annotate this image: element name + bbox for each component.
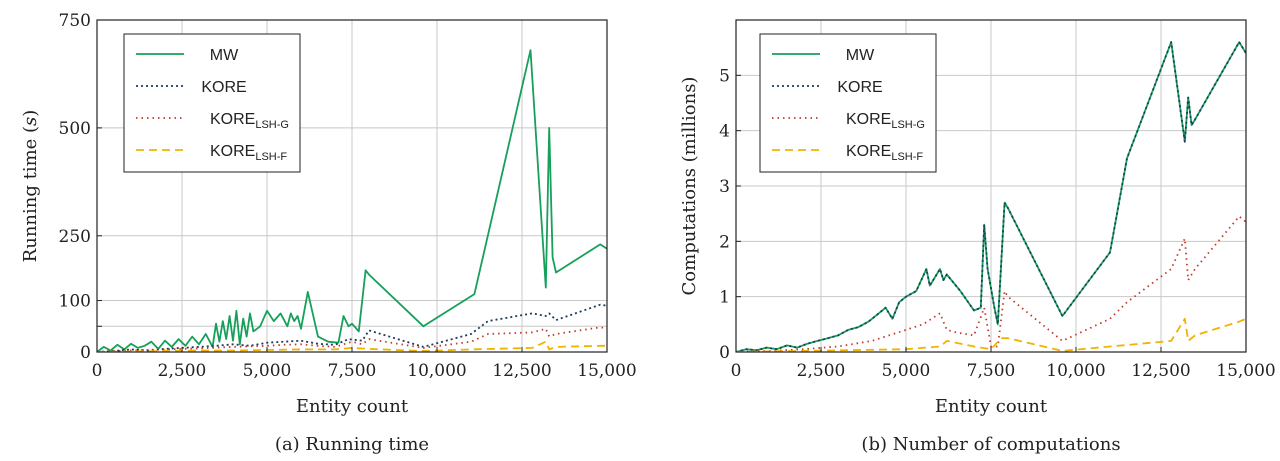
y-tick-label: 100 bbox=[59, 292, 91, 312]
series-line-kore-lsh-f bbox=[97, 340, 607, 352]
ticks: 0 2,500 5,000 7,500 10,000 12,500 15,000 0 100 25… bbox=[59, 11, 637, 381]
legend-label-sub: LSH-G bbox=[255, 119, 289, 131]
legend-label: KORELSH-G bbox=[846, 111, 925, 131]
chart-caption: (b) Number of computations bbox=[861, 434, 1120, 455]
x-tick-label: 5,000 bbox=[243, 361, 292, 381]
legend-label-name: KORE bbox=[210, 143, 255, 160]
legend-label: KORELSH-G bbox=[210, 111, 289, 131]
y-tick-label: 3 bbox=[719, 177, 730, 197]
y-tick-label: 0 bbox=[719, 343, 730, 363]
y-tick-label: 500 bbox=[59, 119, 91, 139]
legend-label: MW bbox=[210, 47, 239, 64]
y-tick-label: 0 bbox=[80, 343, 91, 363]
y-axis-label: Computations (millions) bbox=[679, 77, 700, 296]
legend-label-name: MW bbox=[846, 47, 875, 64]
x-tick-label: 7,500 bbox=[967, 361, 1016, 381]
chart-caption: (a) Running time bbox=[275, 434, 429, 455]
y-axis-label-unit: s bbox=[20, 117, 41, 126]
x-axis-label: Entity count bbox=[296, 396, 409, 417]
legend-label-sub: LSH-G bbox=[891, 119, 925, 131]
series-line-mw bbox=[97, 49, 607, 352]
chart-running-time: 0 2,500 5,000 7,500 10,000 12,500 15,000 0 100 25… bbox=[20, 11, 637, 455]
x-tick-label: 0 bbox=[92, 361, 103, 381]
x-tick-label: 10,000 bbox=[407, 361, 466, 381]
y-axis-label-suffix: ) bbox=[20, 110, 41, 117]
legend-label-name: KORE bbox=[846, 143, 891, 160]
y-tick-label: 5 bbox=[719, 66, 730, 86]
x-tick-label: 0 bbox=[731, 361, 742, 381]
y-tick-label: 750 bbox=[59, 11, 91, 31]
series-line-kore-lsh-f bbox=[736, 317, 1246, 352]
legend-label: MW bbox=[846, 47, 875, 64]
legend-label-name: KORE bbox=[210, 111, 255, 128]
legend-label-sub: LSH-F bbox=[255, 151, 287, 163]
y-axis-label: Running time (s) bbox=[20, 110, 41, 263]
y-tick-label: 4 bbox=[719, 122, 730, 142]
legend-box bbox=[759, 33, 937, 173]
legend-label: KORELSH-F bbox=[210, 143, 287, 163]
y-tick-label: 1 bbox=[719, 288, 730, 308]
x-tick-label: 15,000 bbox=[1216, 361, 1275, 381]
legend-label: KORE bbox=[837, 79, 882, 96]
legend-label-name: MW bbox=[210, 47, 239, 64]
x-tick-label: 2,500 bbox=[797, 361, 846, 381]
legend-label: KORELSH-F bbox=[846, 143, 923, 163]
x-tick-label: 12,500 bbox=[1131, 361, 1190, 381]
x-tick-label: 2,500 bbox=[158, 361, 207, 381]
series-group bbox=[736, 41, 1246, 352]
y-axis-label-prefix: Running time ( bbox=[20, 126, 41, 262]
x-tick-label: 15,000 bbox=[577, 361, 636, 381]
legend-label: KORE bbox=[201, 79, 246, 96]
legend-box bbox=[123, 33, 301, 173]
ticks: 0 2,500 5,000 7,500 10,000 12,500 15,000 0 1 2 3 4 5 bbox=[719, 66, 1276, 381]
series-line-kore bbox=[736, 41, 1246, 352]
legend-label-name: KORE bbox=[201, 79, 246, 96]
legend-label-name: KORE bbox=[837, 79, 882, 96]
chart-computations: 0 2,500 5,000 7,500 10,000 12,500 15,000 0 1 2 3 4 5… bbox=[679, 19, 1276, 455]
series-group bbox=[97, 49, 607, 352]
x-tick-label: 7,500 bbox=[328, 361, 377, 381]
x-axis-label: Entity count bbox=[935, 396, 1048, 417]
legend-label-sub: LSH-F bbox=[891, 151, 923, 163]
y-tick-label: 2 bbox=[719, 232, 730, 252]
y-tick-label: 250 bbox=[59, 227, 91, 247]
series-line-kore bbox=[97, 303, 607, 352]
x-tick-label: 5,000 bbox=[882, 361, 931, 381]
x-tick-label: 12,500 bbox=[492, 361, 551, 381]
legend-label-name: KORE bbox=[846, 111, 891, 128]
x-tick-label: 10,000 bbox=[1046, 361, 1105, 381]
